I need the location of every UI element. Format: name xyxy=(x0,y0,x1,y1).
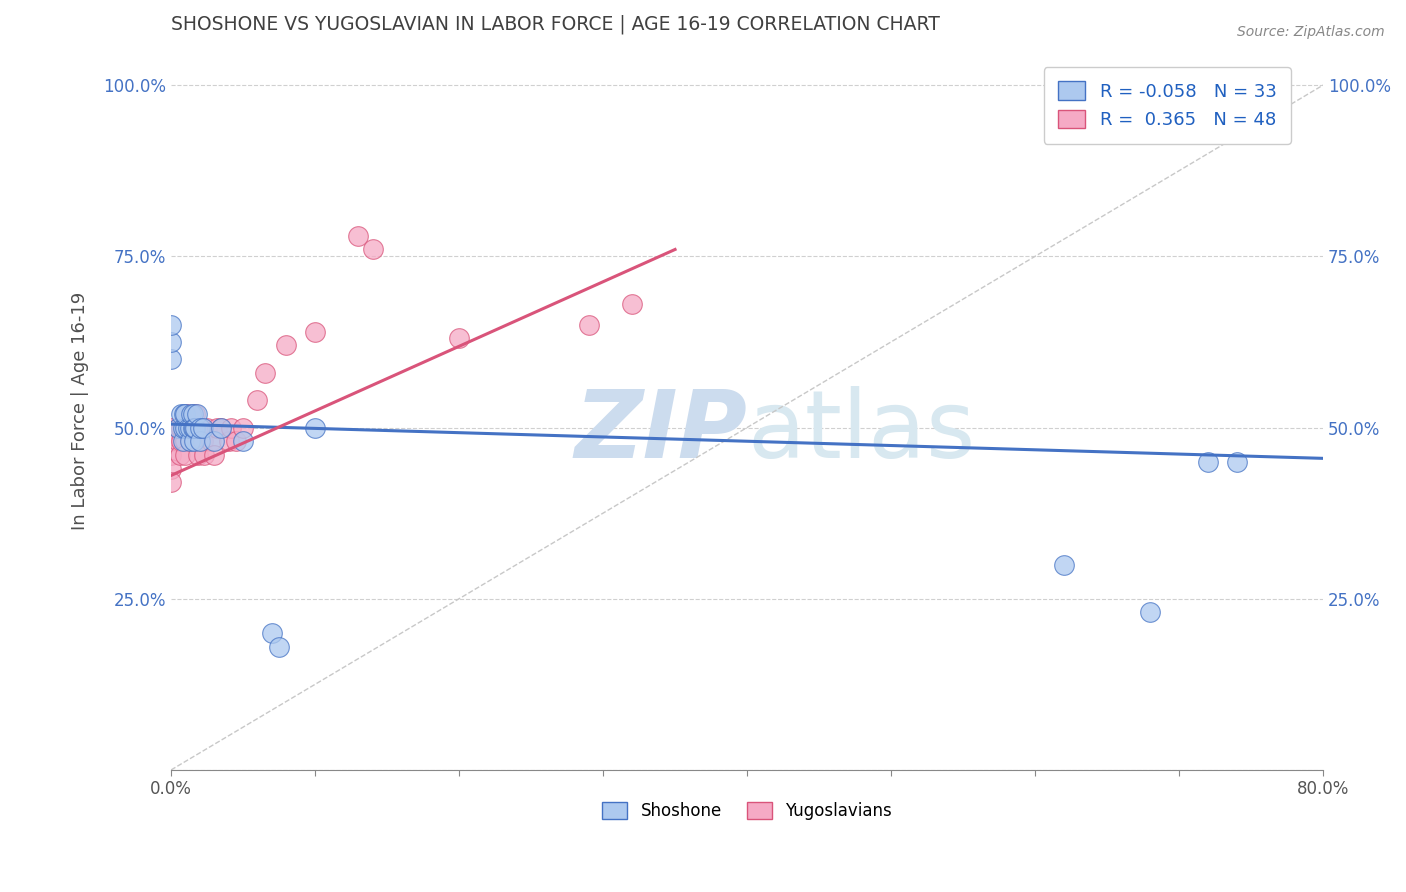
Point xyxy=(225,434,247,449)
Point xyxy=(186,420,208,434)
Point xyxy=(160,334,183,349)
Point xyxy=(169,448,191,462)
Point xyxy=(276,338,298,352)
Point xyxy=(176,420,198,434)
Point xyxy=(202,448,225,462)
Point xyxy=(181,420,204,434)
Point xyxy=(218,434,240,449)
Point xyxy=(170,434,193,449)
Text: SHOSHONE VS YUGOSLAVIAN IN LABOR FORCE | AGE 16-19 CORRELATION CHART: SHOSHONE VS YUGOSLAVIAN IN LABOR FORCE |… xyxy=(172,15,939,35)
Point xyxy=(205,420,228,434)
Point xyxy=(195,420,218,434)
Text: atlas: atlas xyxy=(747,386,976,478)
Point xyxy=(578,318,600,332)
Point xyxy=(188,434,211,449)
Point xyxy=(209,420,232,434)
Point xyxy=(209,420,232,434)
Point xyxy=(1139,606,1161,620)
Point xyxy=(181,420,204,434)
Point xyxy=(172,434,194,449)
Point xyxy=(193,448,215,462)
Text: Source: ZipAtlas.com: Source: ZipAtlas.com xyxy=(1237,25,1385,39)
Point xyxy=(191,420,214,434)
Point xyxy=(304,420,326,434)
Point xyxy=(167,434,190,449)
Point xyxy=(183,434,205,449)
Point xyxy=(184,420,207,434)
Point xyxy=(172,420,194,434)
Point xyxy=(232,434,254,449)
Point xyxy=(183,420,205,434)
Point xyxy=(181,407,204,421)
Point xyxy=(160,318,183,332)
Point xyxy=(1226,455,1249,469)
Point xyxy=(174,407,197,421)
Point xyxy=(174,420,197,434)
Point xyxy=(186,434,208,449)
Point xyxy=(174,448,197,462)
Point xyxy=(160,420,183,434)
Point xyxy=(170,420,193,434)
Point xyxy=(191,420,214,434)
Point xyxy=(180,407,202,421)
Point xyxy=(160,448,183,462)
Text: ZIP: ZIP xyxy=(574,386,747,478)
Point xyxy=(190,420,212,434)
Point xyxy=(347,228,370,243)
Point xyxy=(200,434,222,449)
Point xyxy=(179,420,201,434)
Point xyxy=(170,407,193,421)
Point xyxy=(447,331,470,345)
Point xyxy=(202,434,225,449)
Point xyxy=(304,325,326,339)
Point xyxy=(253,366,276,380)
Point xyxy=(180,420,202,434)
Point xyxy=(188,434,211,449)
Point xyxy=(179,434,201,449)
Point xyxy=(186,407,208,421)
Point xyxy=(160,434,183,449)
Y-axis label: In Labor Force | Age 16-19: In Labor Force | Age 16-19 xyxy=(72,292,89,530)
Point xyxy=(260,626,283,640)
Point xyxy=(167,420,190,434)
Point xyxy=(177,420,200,434)
Point xyxy=(183,420,205,434)
Point xyxy=(174,420,197,434)
Legend: Shoshone, Yugoslavians: Shoshone, Yugoslavians xyxy=(596,795,898,826)
Point xyxy=(267,640,290,654)
Point xyxy=(221,420,243,434)
Point xyxy=(160,352,183,367)
Point xyxy=(177,420,200,434)
Point xyxy=(173,407,195,421)
Point xyxy=(174,434,197,449)
Point xyxy=(187,448,209,462)
Point xyxy=(160,475,183,490)
Point xyxy=(246,393,269,408)
Point xyxy=(191,434,214,449)
Point xyxy=(167,420,190,434)
Point xyxy=(620,297,643,311)
Point xyxy=(188,420,211,434)
Point xyxy=(232,420,254,434)
Point xyxy=(361,243,384,257)
Point xyxy=(160,461,183,475)
Point xyxy=(1197,455,1219,469)
Point xyxy=(179,434,201,449)
Point xyxy=(1053,558,1076,572)
Point xyxy=(181,434,204,449)
Point xyxy=(184,407,207,421)
Point xyxy=(176,407,198,421)
